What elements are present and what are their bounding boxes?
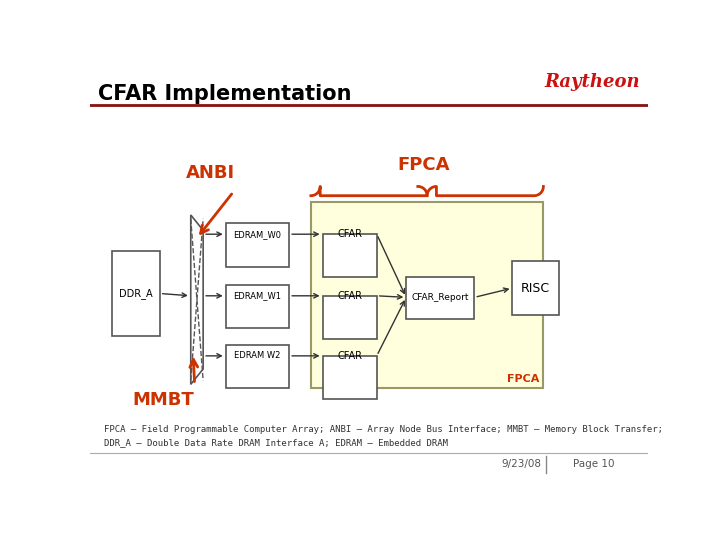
FancyBboxPatch shape <box>323 356 377 399</box>
Text: EDRAM_W1: EDRAM_W1 <box>233 291 282 300</box>
FancyBboxPatch shape <box>112 251 160 336</box>
FancyBboxPatch shape <box>323 296 377 339</box>
Text: CFAR: CFAR <box>337 351 362 361</box>
FancyBboxPatch shape <box>406 276 474 319</box>
Text: EDRAM W2: EDRAM W2 <box>234 352 281 360</box>
Text: CFAR_Report: CFAR_Report <box>412 293 469 302</box>
FancyBboxPatch shape <box>225 345 289 388</box>
FancyBboxPatch shape <box>225 224 289 267</box>
FancyBboxPatch shape <box>513 261 559 315</box>
Text: CFAR Implementation: CFAR Implementation <box>98 84 351 104</box>
Text: CFAR: CFAR <box>337 229 362 239</box>
Polygon shape <box>191 215 203 384</box>
Text: CFAR: CFAR <box>337 291 362 301</box>
Text: MMBT: MMBT <box>132 391 194 409</box>
Text: RISC: RISC <box>521 281 550 295</box>
Text: EDRAM_W0: EDRAM_W0 <box>233 230 282 239</box>
Text: DDR_A: DDR_A <box>119 288 153 299</box>
Text: 9/23/08: 9/23/08 <box>501 460 541 469</box>
FancyBboxPatch shape <box>225 285 289 328</box>
Text: Page 10: Page 10 <box>573 460 614 469</box>
Text: FPCA: FPCA <box>507 374 539 384</box>
Text: Raytheon: Raytheon <box>544 73 640 91</box>
Text: FPCA: FPCA <box>397 156 449 174</box>
FancyBboxPatch shape <box>323 234 377 278</box>
Text: ANBI: ANBI <box>186 164 235 181</box>
Text: FPCA – Field Programmable Computer Array; ANBI – Array Node Bus Interface; MMBT : FPCA – Field Programmable Computer Array… <box>104 425 663 447</box>
FancyBboxPatch shape <box>311 202 544 388</box>
